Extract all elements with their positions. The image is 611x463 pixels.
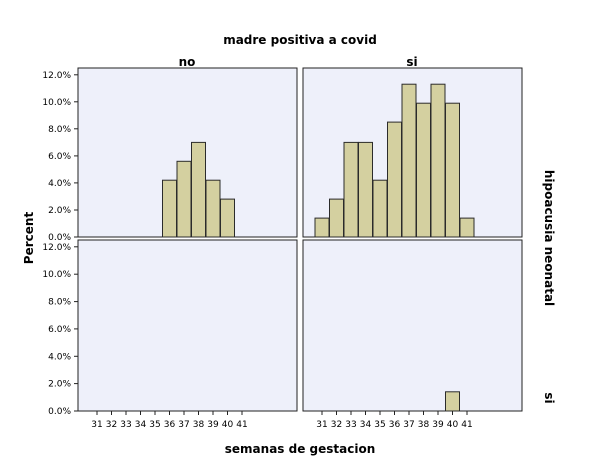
y-tick-label: 12.0% — [42, 71, 71, 81]
x-tick-label: 35 — [149, 420, 160, 430]
panel-1-0 — [77, 239, 298, 412]
bar-31 — [314, 217, 330, 238]
x-tick-label: 36 — [164, 420, 176, 430]
x-tick-label: 38 — [418, 420, 430, 430]
x-tick-label: 40 — [447, 420, 459, 430]
bar-37 — [176, 160, 192, 238]
x-tick-label: 36 — [389, 420, 401, 430]
y-tick-label: 12.0% — [42, 243, 71, 253]
x-tick-label: 34 — [360, 420, 372, 430]
bar-33 — [343, 141, 359, 238]
x-tick-label: 37 — [178, 420, 189, 430]
x-tick-label: 33 — [120, 420, 131, 430]
panels-layer — [77, 67, 523, 412]
bar-38 — [191, 141, 206, 238]
column-facet-label-si: si — [406, 55, 417, 69]
panel-1-1 — [302, 239, 523, 412]
row-title: hipoacusia neonatal — [542, 170, 556, 306]
x-axis-title: semanas de gestacion — [225, 442, 375, 456]
x-tick-label: 39 — [207, 420, 219, 430]
bar-41 — [459, 217, 475, 238]
panel-background — [77, 239, 298, 412]
bar-34 — [358, 141, 373, 238]
bar-40 — [220, 198, 235, 238]
x-tick-label: 34 — [135, 420, 147, 430]
x-tick-label: 32 — [106, 420, 117, 430]
row-facet-label-si: si — [542, 392, 556, 403]
column-facet-label-no: no — [179, 55, 196, 69]
x-tick-label: 33 — [345, 420, 356, 430]
x-tick-label: 31 — [91, 420, 102, 430]
y-tick-label: 4.0% — [48, 352, 71, 362]
chart-title: madre positiva a covid — [223, 33, 377, 47]
x-tick-label: 40 — [222, 420, 234, 430]
x-ticks-layer: 31 32 33 34 35 36 37 38 39 40 41 31 32 33 34 35 36 37 38 39… — [91, 411, 473, 430]
bar-40 — [445, 391, 460, 412]
y-tick-label: 0.0% — [48, 233, 71, 243]
y-tick-label: 2.0% — [48, 380, 71, 390]
x-tick-label: 37 — [403, 420, 414, 430]
x-tick-label: 35 — [374, 420, 385, 430]
y-tick-label: 10.0% — [42, 270, 71, 280]
bar-38 — [416, 102, 431, 238]
bar-37 — [401, 83, 417, 238]
x-tick-label: 38 — [193, 420, 205, 430]
y-tick-label: 2.0% — [48, 206, 71, 216]
x-tick-label: 39 — [432, 420, 444, 430]
bar-39 — [430, 83, 446, 238]
bar-35 — [372, 179, 388, 238]
bar-39 — [205, 179, 221, 238]
x-tick-label: 41 — [236, 420, 247, 430]
y-tick-label: 6.0% — [48, 325, 71, 335]
panel-0-0 — [77, 67, 298, 238]
bar-36 — [387, 121, 402, 238]
y-tick-label: 4.0% — [48, 179, 71, 189]
y-axis-title: Percent — [22, 212, 36, 265]
x-tick-label: 41 — [461, 420, 472, 430]
y-tick-label: 10.0% — [42, 98, 71, 108]
y-tick-label: 6.0% — [48, 152, 71, 162]
y-ticks-layer: 0.0%2.0%4.0%6.0%8.0%10.0%12.0%0.0%2.0%4.… — [42, 71, 78, 417]
panel-0-1 — [302, 67, 523, 238]
bar-32 — [329, 198, 344, 238]
y-tick-label: 8.0% — [48, 298, 71, 308]
panel-background — [302, 239, 523, 412]
y-tick-label: 8.0% — [48, 125, 71, 135]
bar-36 — [162, 179, 177, 238]
x-tick-label: 31 — [316, 420, 327, 430]
bar-40 — [445, 102, 460, 238]
y-tick-label: 0.0% — [48, 407, 71, 417]
x-tick-label: 32 — [331, 420, 342, 430]
